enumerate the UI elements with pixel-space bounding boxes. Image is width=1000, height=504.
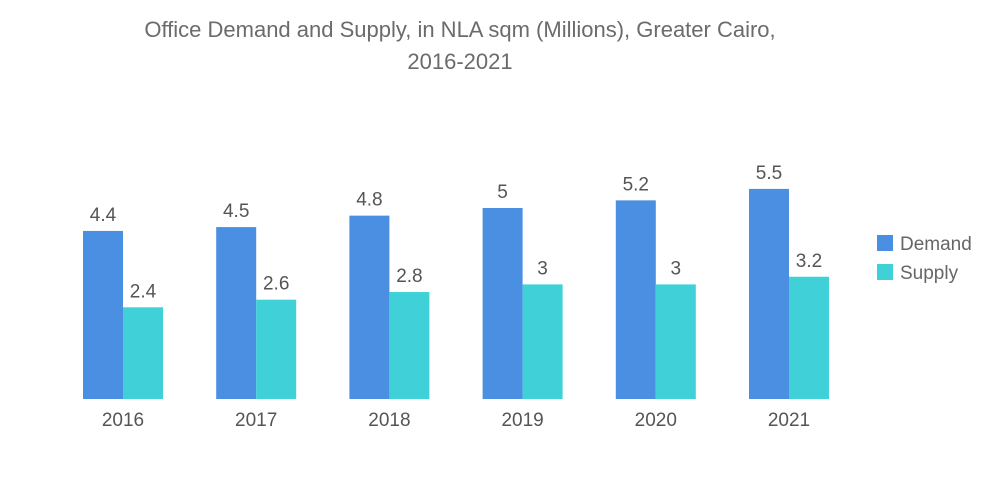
data-label-demand-2021: 5.5 — [756, 163, 782, 184]
bar-demand-2017 — [216, 227, 257, 399]
bar-demand-2016 — [83, 230, 123, 399]
bar-supply-2021 — [789, 276, 829, 399]
bar-supply-2019 — [522, 284, 563, 399]
data-label-demand-2017: 4.5 — [223, 201, 249, 222]
title-line-2: 2016-2021 — [407, 49, 513, 74]
data-label-demand-2016: 4.4 — [90, 205, 117, 226]
title-line-1: Office Demand and Supply, in NLA sqm (Mi… — [144, 17, 776, 42]
legend-swatch-demand — [877, 235, 893, 251]
chart-title: Office Demand and Supply, in NLA sqm (Mi… — [0, 14, 920, 78]
x-tick-label-2020: 2020 — [635, 410, 677, 431]
bar-supply-2017 — [256, 299, 297, 399]
bar-demand-2021 — [749, 188, 789, 399]
x-tick-label-2019: 2019 — [501, 410, 543, 431]
data-label-supply-2018: 2.8 — [396, 266, 422, 287]
bar-demand-2019 — [482, 208, 523, 399]
data-label-supply-2017: 2.6 — [263, 274, 289, 295]
data-label-supply-2021: 3.2 — [796, 251, 822, 272]
x-tick-label-2021: 2021 — [768, 410, 810, 431]
bar-supply-2016 — [123, 307, 163, 399]
data-label-demand-2019: 5 — [497, 182, 508, 203]
x-tick-label-2018: 2018 — [368, 410, 410, 431]
data-label-demand-2020: 5.2 — [623, 174, 649, 195]
data-label-supply-2019: 3 — [537, 258, 548, 279]
bar-supply-2018 — [389, 292, 430, 399]
bar-demand-2020 — [615, 200, 656, 399]
legend-swatch-supply — [877, 264, 893, 280]
x-tick-label-2017: 2017 — [235, 410, 277, 431]
legend-label-demand: Demand — [900, 234, 972, 255]
data-label-supply-2020: 3 — [671, 258, 682, 279]
bar-demand-2018 — [349, 215, 390, 399]
data-label-demand-2018: 4.8 — [356, 190, 382, 211]
legend-label-supply: Supply — [900, 263, 959, 284]
bar-supply-2020 — [655, 284, 696, 399]
data-label-supply-2016: 2.4 — [130, 281, 157, 302]
x-tick-label-2016: 2016 — [102, 410, 144, 431]
